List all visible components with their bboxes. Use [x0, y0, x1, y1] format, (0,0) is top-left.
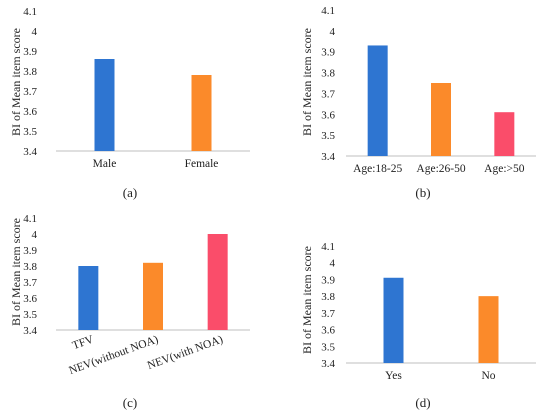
panel-b: BI of Mean item score 3.4 3.5 3.6 3.7 3.8 3.9… — [300, 5, 536, 200]
y-tick-label-c-1: 3.5 — [23, 309, 37, 321]
y-tick-label-d-5: 3.9 — [321, 274, 335, 286]
y-tick-label-a-7: 4.1 — [23, 6, 37, 18]
y-tick-label-b-6: 4 — [330, 26, 336, 38]
plot-area-d: 3.4 3.5 3.6 3.7 3.8 3.9 4 4.1 Yes No — [321, 241, 536, 382]
plot-area-b: 3.4 3.5 3.6 3.7 3.8 3.9 4 4.1 Age:18-25 Age:26-50… — [321, 5, 536, 175]
y-tick-label-c-2: 3.6 — [23, 293, 37, 305]
bar-b-2 — [494, 112, 515, 156]
y-tick-label-c-3: 3.7 — [23, 277, 37, 289]
panel-d: BI of Mean item score 3.4 3.5 3.6 3.7 3.8 3.9… — [300, 241, 536, 410]
y-tick-label-c-5: 3.9 — [23, 245, 37, 257]
y-tick-label-a-0: 3.4 — [23, 146, 37, 158]
x-tick-label-b-2: Age:>50 — [484, 163, 525, 175]
y-tick-label-b-3: 3.7 — [321, 88, 335, 100]
x-tick-label-b-0: Age:18-25 — [353, 163, 402, 175]
y-tick-label-d-3: 3.7 — [321, 308, 335, 320]
y-axis-label-d: BI of Mean item score — [300, 246, 314, 354]
y-tick-label-c-7: 4.1 — [23, 213, 37, 225]
x-tick-label-a-1: Female — [185, 158, 219, 170]
y-tick-label-c-4: 3.8 — [23, 261, 37, 273]
y-tick-label-d-0: 3.4 — [321, 358, 335, 370]
y-axis-label-b: BI of Mean item score — [300, 28, 314, 136]
y-tick-label-b-1: 3.5 — [321, 130, 335, 142]
bar-d-1 — [478, 296, 499, 363]
y-tick-label-b-4: 3.8 — [321, 68, 335, 80]
bar-c-1 — [143, 262, 163, 330]
y-tick-label-a-1: 3.5 — [23, 126, 37, 138]
y-tick-label-d-2: 3.6 — [321, 325, 335, 337]
panel-label-d: (d) — [415, 395, 430, 410]
x-tick-label-b-1: Age:26-50 — [416, 163, 465, 175]
y-tick-label-b-2: 3.6 — [321, 109, 335, 121]
y-tick-label-a-5: 3.9 — [23, 46, 37, 58]
panel-a: BI of Mean item score 3.4 3.5 3.6 3.7 3.8 3.9… — [9, 6, 250, 200]
bar-a-1 — [191, 75, 212, 151]
bar-c-2 — [207, 234, 228, 330]
bar-b-1 — [431, 83, 451, 156]
y-tick-label-a-3: 3.7 — [23, 86, 37, 98]
y-tick-label-d-6: 4 — [330, 258, 336, 270]
bar-d-0 — [383, 277, 404, 363]
bar-b-0 — [367, 45, 388, 157]
y-tick-label-a-6: 4 — [32, 26, 38, 38]
y-axis-label-c: BI of Mean item score — [9, 218, 23, 326]
panel-c: BI of Mean item score 3.4 3.5 3.6 3.7 3.8 3.9… — [9, 213, 250, 410]
x-tick-label-a-0: Male — [93, 158, 117, 170]
panel-label-b: (b) — [415, 185, 430, 200]
y-tick-label-a-2: 3.6 — [23, 106, 37, 118]
y-tick-label-b-5: 3.9 — [321, 47, 335, 59]
bar-c-0 — [78, 266, 99, 330]
y-tick-label-d-7: 4.1 — [321, 241, 335, 253]
panel-label-c: (c) — [123, 395, 137, 410]
x-tick-label-c-0: TFV — [71, 333, 96, 352]
y-tick-label-c-6: 4 — [32, 229, 38, 241]
y-tick-label-d-1: 3.5 — [321, 341, 335, 353]
x-tick-label-d-1: No — [481, 370, 495, 382]
x-tick-label-d-0: Yes — [385, 370, 402, 382]
bar-a-0 — [94, 59, 115, 151]
y-tick-label-d-4: 3.8 — [321, 291, 335, 303]
panel-label-a: (a) — [123, 185, 137, 200]
y-tick-label-c-0: 3.4 — [23, 325, 37, 337]
y-tick-label-a-4: 3.8 — [23, 66, 37, 78]
plot-area-a: 3.4 3.5 3.6 3.7 3.8 3.9 4 4.1 Male Female — [23, 6, 250, 170]
y-tick-label-b-7: 4.1 — [321, 5, 335, 17]
y-axis-label-a: BI of Mean item score — [9, 28, 23, 136]
y-tick-label-b-0: 3.4 — [321, 151, 335, 163]
